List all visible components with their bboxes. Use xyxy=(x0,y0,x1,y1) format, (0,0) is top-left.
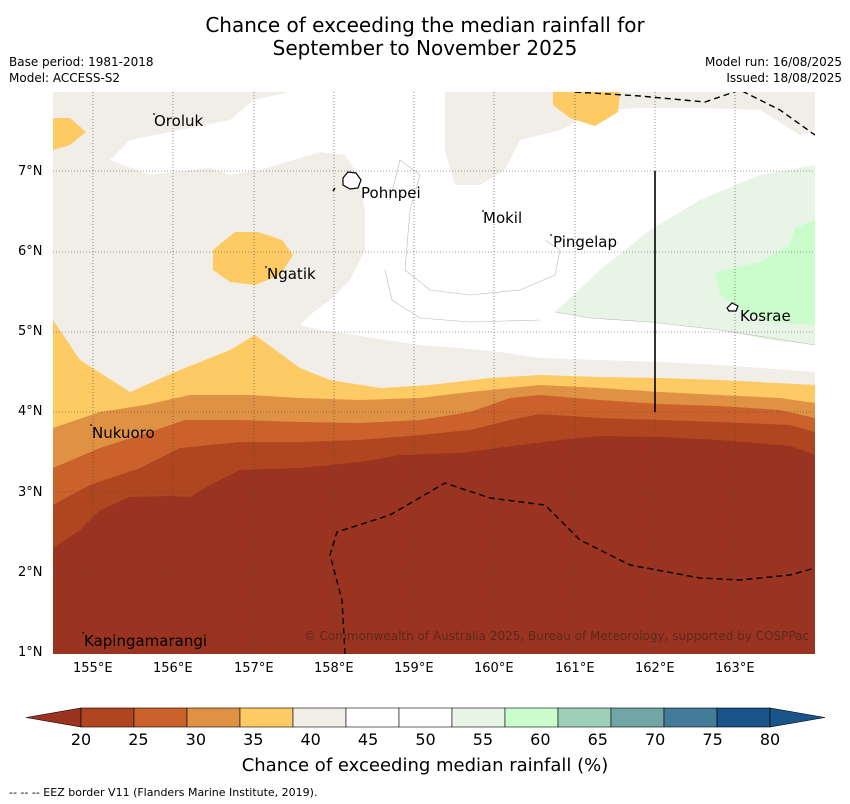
place-markers xyxy=(82,113,552,634)
place-ngatik: Ngatik xyxy=(267,265,316,283)
fill-35-40-oroluk xyxy=(53,118,86,150)
colorbar-segment xyxy=(451,707,506,728)
place-labels: Oroluk Pohnpei Mokil Pingelap Ngatik Kos… xyxy=(84,112,791,650)
colorbar-segment xyxy=(398,707,453,728)
colorbar-tick-label: 70 xyxy=(644,730,666,749)
title-line-1: Chance of exceeding the median rainfall … xyxy=(205,13,645,37)
colorbar-segment xyxy=(504,707,559,728)
colorbar-segment xyxy=(186,707,241,728)
lon-label-160: 160°E xyxy=(474,661,514,676)
fill-35-40-ngatik xyxy=(213,232,293,285)
place-kapingamarangi: Kapingamarangi xyxy=(84,632,207,650)
colorbar-segment xyxy=(133,707,188,728)
lon-label-156: 156°E xyxy=(153,661,193,676)
lat-label-7: 7°N xyxy=(18,164,43,179)
gridlines xyxy=(53,92,815,654)
lat-label-6: 6°N xyxy=(18,244,43,259)
colorbar-title: Chance of exceeding median rainfall (%) xyxy=(241,755,609,776)
model-name: Model: ACCESS-S2 xyxy=(9,71,121,85)
lon-label-161: 161°E xyxy=(555,661,595,676)
copyright-notice: © Commonwealth of Australia 2025, Bureau… xyxy=(304,629,809,643)
title-line-2: September to November 2025 xyxy=(272,36,578,60)
colorbar-tick-label: 20 xyxy=(70,730,92,749)
lat-label-2: 2°N xyxy=(18,565,43,580)
colorbar-tick-label: 45 xyxy=(357,730,379,749)
colorbar-tick-label: 35 xyxy=(243,730,264,749)
colorbar-segment xyxy=(557,707,612,728)
contour-lines xyxy=(384,159,815,346)
place-kosrae: Kosrae xyxy=(740,307,791,325)
colorbar-segment xyxy=(292,707,347,728)
contour-fills xyxy=(53,92,815,654)
colorbar-tick-label: 30 xyxy=(185,730,206,749)
fill-65-70 xyxy=(715,220,815,325)
colorbar-tick-label: 65 xyxy=(587,730,608,749)
lon-label-162: 162°E xyxy=(635,661,675,676)
colorbar-segment xyxy=(345,707,400,728)
place-mokil: Mokil xyxy=(483,209,522,227)
colorbar-tick-label: 55 xyxy=(472,730,494,749)
lon-label-163: 163°E xyxy=(715,661,755,676)
colorbar xyxy=(25,707,826,728)
place-pingelap: Pingelap xyxy=(553,233,617,251)
colorbar-tick-label: 40 xyxy=(300,730,321,749)
colorbar-segment xyxy=(663,707,718,728)
colorbar-tick-label: 80 xyxy=(759,730,781,749)
place-oroluk: Oroluk xyxy=(154,112,203,130)
lon-label-155: 155°E xyxy=(73,661,113,676)
colorbar-segment xyxy=(239,707,294,728)
lat-label-1: 1°N xyxy=(18,645,43,660)
colorbar-tick-label: 75 xyxy=(702,730,723,749)
colorbar-segment xyxy=(716,707,771,728)
lat-label-5: 5°N xyxy=(18,324,43,339)
lon-label-158: 158°E xyxy=(314,661,354,676)
model-run: Model run: 16/08/2025 xyxy=(704,55,842,69)
colorbar-tick-label: 50 xyxy=(415,730,436,749)
place-nukuoro: Nukuoro xyxy=(92,424,155,442)
eez-footnote: -- -- -- EEZ border V11 (Flanders Marine… xyxy=(9,786,318,799)
colorbar-segment xyxy=(610,707,665,728)
lat-label-4: 4°N xyxy=(18,404,43,419)
lon-label-157: 157°E xyxy=(234,661,274,676)
kosrae-island xyxy=(726,302,739,312)
lat-label-3: 3°N xyxy=(18,485,43,500)
lon-label-159: 159°E xyxy=(394,661,434,676)
eez-border xyxy=(329,92,815,654)
pohnpei-islet xyxy=(332,187,336,192)
colorbar-tick-label: 25 xyxy=(128,730,149,749)
pohnpei-island xyxy=(342,171,362,190)
base-period: Base period: 1981-2018 xyxy=(9,55,154,69)
colorbar-under-arrow xyxy=(25,707,82,728)
place-pohnpei: Pohnpei xyxy=(361,184,421,202)
colorbar-tick-label: 60 xyxy=(530,730,551,749)
fill-35-40-top xyxy=(553,92,620,126)
fill-under-20 xyxy=(53,436,815,654)
fill-40-45-top xyxy=(445,92,815,185)
issued-date: Issued: 18/08/2025 xyxy=(726,71,842,85)
colorbar-segment xyxy=(80,707,135,728)
colorbar-over-arrow xyxy=(769,707,826,728)
